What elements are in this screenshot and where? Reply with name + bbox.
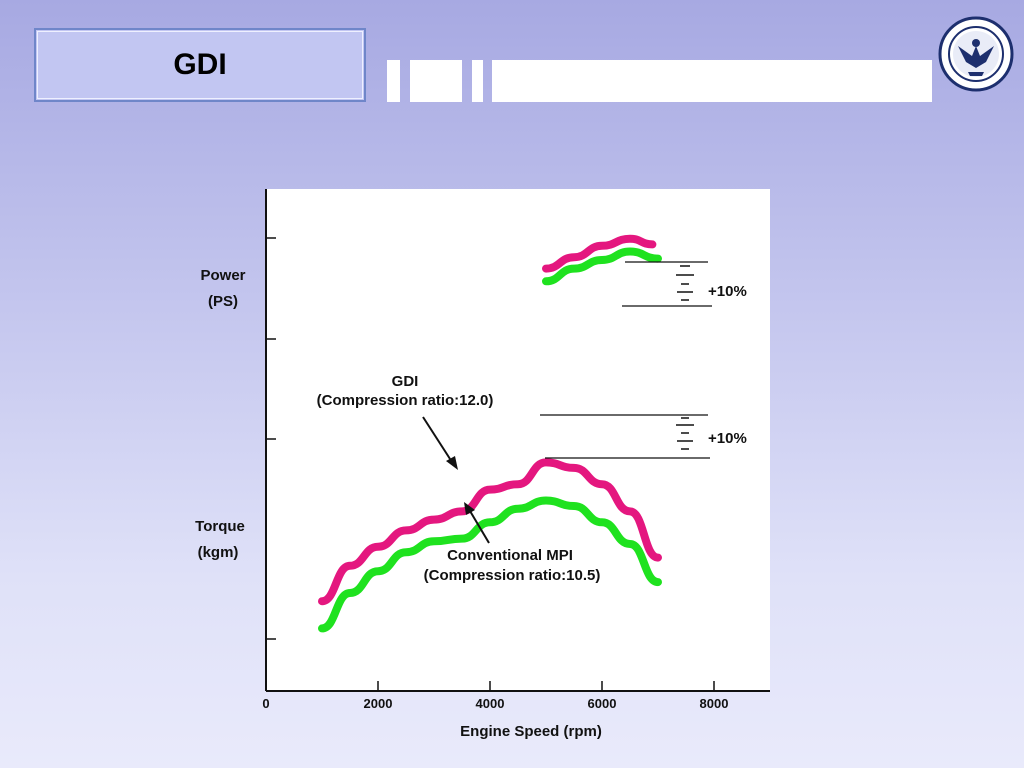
slide-title: GDI [173,48,227,81]
slide-title-box: GDI [34,28,366,102]
x-tick-label: 4000 [476,696,505,711]
gdi-annotation-arrow [422,416,453,463]
x-tick-label: 0 [262,696,269,711]
header-decoration-bar [410,60,462,102]
mpi-arrow-head-icon [464,502,475,515]
gdi-torque-curve [318,458,662,606]
power-gain-bracket [676,265,694,301]
mpi-power-curve [542,247,662,286]
gdi-annotation-detail: (Compression ratio:12.0) [317,392,494,409]
x-tick-label: 2000 [364,696,393,711]
plot-area [266,189,770,691]
gdi-annotation-title: GDI [392,373,419,390]
torque-unit-label: (kgm) [198,544,239,561]
x-ticks: 0 2000 4000 6000 8000 [262,681,728,711]
x-tick-label: 8000 [700,696,729,711]
x-axis-title: Engine Speed (rpm) [460,723,602,740]
power-unit-label: (PS) [208,293,238,310]
mpi-annotation-arrow [469,510,490,544]
x-tick-label: 6000 [588,696,617,711]
torque-gain-label: +10% [708,430,747,447]
power-gain-label: +10% [708,283,747,300]
torque-axis-label: Torque [195,518,245,535]
header-decoration-bar [492,60,932,102]
mpi-annotation-detail: (Compression ratio:10.5) [424,567,601,584]
gdi-power-curve [542,234,657,273]
mpi-annotation-title: Conventional MPI [447,547,573,564]
header-decoration-bar [472,60,483,102]
mpi-torque-curve [318,496,662,633]
header-decoration-bar [387,60,400,102]
series-group [318,234,662,633]
gdi-arrow-head-icon [446,456,458,470]
power-axis-label: Power [200,267,245,284]
university-seal-logo [938,16,1014,92]
torque-gain-bracket [676,417,694,450]
